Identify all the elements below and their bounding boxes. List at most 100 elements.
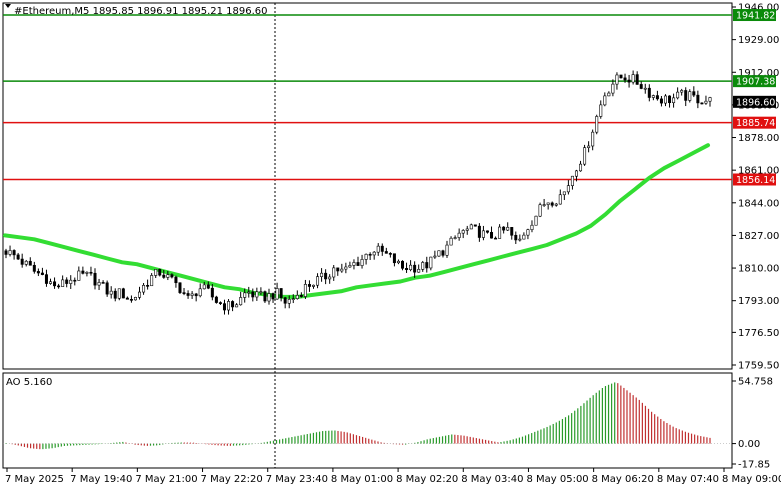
candle-body [125, 297, 129, 300]
candle-body [259, 291, 263, 293]
candle-body [311, 284, 315, 287]
ao-tick-label: 54.758 [738, 377, 773, 388]
candle-body [425, 262, 429, 269]
time-tick-label: 7 May 2025 [5, 474, 64, 485]
candle-body [158, 269, 162, 276]
candle-body [24, 260, 28, 265]
candle-body [514, 234, 518, 241]
candle-body [413, 264, 417, 273]
candle-body [635, 74, 639, 85]
ao-tick-label: 0.00 [738, 439, 760, 450]
ao-tick-label: -17.85 [738, 460, 770, 471]
candle-body [384, 251, 388, 254]
candle-body [522, 234, 526, 240]
candle-body [570, 175, 574, 186]
candle-body [485, 230, 489, 233]
candle-body [61, 279, 65, 287]
time-tick-label: 8 May 05:00 [526, 474, 588, 485]
candle-body [603, 95, 607, 106]
candle-body [40, 272, 44, 275]
candle-body [4, 250, 8, 255]
candle-body [138, 291, 142, 298]
level-price-label: 1885.74 [736, 118, 775, 129]
candle-body [506, 227, 510, 231]
time-tick-label: 8 May 09:00 [722, 474, 781, 485]
candle-body [356, 262, 360, 266]
candle-body [287, 299, 291, 304]
candle-body [409, 264, 413, 271]
candle-body [692, 91, 696, 96]
candle-body [631, 74, 635, 83]
candle-body [93, 272, 97, 286]
candle-body [53, 281, 57, 287]
candle-body [307, 284, 311, 287]
candle-body [696, 94, 700, 104]
candle-body [558, 194, 562, 205]
candle-body [65, 279, 69, 284]
candle-body [210, 287, 214, 298]
candle-body [178, 282, 182, 293]
candle-body [16, 254, 20, 260]
price-tick-label: 1776.50 [738, 328, 779, 339]
candle-body [498, 226, 502, 239]
candle-body [437, 250, 441, 257]
candle-body [392, 253, 396, 264]
level-price-label: 1907.38 [736, 77, 775, 88]
candle-body [611, 83, 615, 94]
candle-body [154, 269, 158, 276]
candle-body [267, 293, 271, 302]
ma-line [3, 143, 710, 299]
candle-body [704, 100, 708, 104]
candle-body [49, 281, 53, 284]
candle-body [619, 74, 623, 79]
candle-body [336, 267, 340, 272]
candle-body [607, 92, 611, 97]
candle-body [295, 294, 299, 299]
current-price-box [733, 95, 776, 108]
candle-body [113, 290, 117, 299]
candle-body [320, 272, 324, 277]
candle-body [89, 271, 93, 274]
candle-body [538, 204, 542, 217]
moving-average [3, 143, 710, 299]
candle-body [372, 251, 376, 256]
candle-body [477, 225, 481, 238]
candle-body [81, 270, 85, 274]
candle-body [251, 291, 255, 298]
candle-body [142, 285, 146, 293]
candle-body [20, 258, 24, 265]
chart-collapse-icon[interactable] [5, 4, 11, 8]
ao-histogram [3, 382, 732, 450]
candle-body [526, 229, 530, 236]
price-tick-label: 1946.00 [738, 3, 779, 14]
candle-body [162, 274, 166, 278]
candle-body [28, 260, 32, 266]
candle-body [231, 301, 235, 308]
candle-body [150, 275, 154, 287]
candle-body [599, 104, 603, 117]
candle-body [449, 237, 453, 246]
candle-body [85, 271, 89, 274]
price-tick-label: 1844.00 [738, 198, 779, 209]
time-tick-label: 7 May 23:40 [266, 474, 328, 485]
support-resistance-levels [3, 14, 732, 181]
candle-body [190, 293, 194, 296]
candle-body [344, 266, 348, 270]
candle-body [465, 228, 469, 231]
candle-body [303, 284, 307, 297]
candle-body [647, 87, 651, 98]
ao-axis: 54.758 0.00 -17.85 [732, 377, 773, 471]
candle-body [684, 90, 688, 101]
candle-body [494, 237, 498, 240]
candle-body [77, 270, 81, 281]
candle-body [433, 255, 437, 258]
candle-body [708, 97, 712, 102]
candle-body [676, 91, 680, 99]
candle-body [198, 288, 202, 297]
candle-body [401, 260, 405, 269]
candle-body [12, 250, 16, 256]
candle-body [255, 291, 259, 298]
candle-body [587, 145, 591, 148]
candle-body [490, 231, 494, 239]
